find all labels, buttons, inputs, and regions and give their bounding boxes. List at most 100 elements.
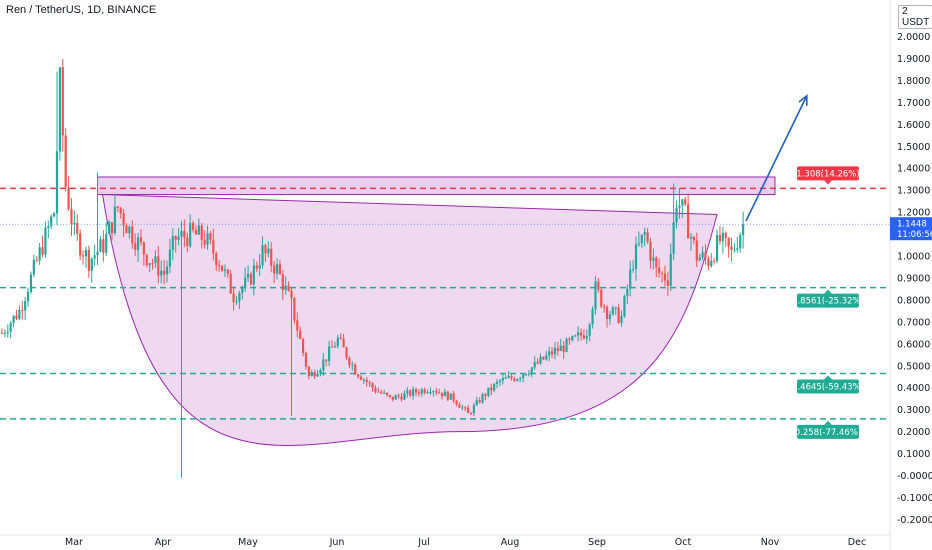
- candle-body: [484, 394, 487, 396]
- candle-body: [261, 245, 264, 266]
- candle-body: [481, 394, 484, 403]
- candle-body: [183, 231, 186, 238]
- support-tag-label: 0.8561(-25.32%): [792, 297, 864, 307]
- currency-badge[interactable]: 2 USDT: [898, 5, 932, 29]
- candle-body: [675, 207, 678, 223]
- candle-body: [70, 208, 73, 224]
- cup-curve: [101, 194, 718, 446]
- candle-body: [707, 258, 710, 267]
- candle-body: [536, 362, 539, 364]
- price-axis-tick-label: 1.3000: [897, 186, 930, 197]
- candle-body: [362, 379, 365, 381]
- support-tag: [797, 379, 859, 394]
- price-axis-tick-label: 0.2000: [897, 427, 930, 438]
- candle-body: [733, 249, 736, 251]
- candle-body: [299, 330, 302, 339]
- current-price-label: 1.1448: [897, 220, 927, 230]
- candle-body: [498, 380, 502, 382]
- candle-body: [163, 270, 166, 275]
- candle-body: [0, 332, 4, 334]
- candle-body: [495, 381, 499, 384]
- candle-body: [157, 256, 160, 276]
- candle-body: [151, 263, 154, 265]
- candle-body: [99, 239, 102, 252]
- candle-body: [715, 235, 719, 262]
- support-tag-label: 0.258(-77.46%): [795, 428, 861, 438]
- candle-body: [21, 309, 24, 311]
- candle-body: [189, 223, 192, 247]
- candle-body: [215, 253, 218, 265]
- candle-body: [475, 400, 478, 406]
- candle-body: [145, 254, 148, 266]
- time-axis-tick-label: Sep: [588, 537, 606, 548]
- resistance-tag: [797, 166, 859, 181]
- candle-body: [119, 207, 122, 214]
- price-axis-tick-label: 0.8000: [897, 295, 930, 306]
- candle-body: [356, 374, 360, 377]
- candle-body: [252, 265, 255, 285]
- candle-body: [67, 187, 70, 209]
- candle-body: [522, 374, 525, 379]
- candle-body: [125, 225, 128, 234]
- candle-body: [287, 285, 290, 291]
- candle-body: [710, 260, 713, 267]
- candle-body: [9, 323, 12, 332]
- candle-body: [209, 233, 212, 240]
- candle-body: [232, 293, 235, 303]
- candle-body: [319, 370, 322, 374]
- candle-body: [501, 378, 504, 381]
- price-axis-tick-label: 0.9000: [897, 273, 930, 284]
- candle-body: [646, 232, 649, 242]
- candle-body: [689, 236, 693, 239]
- candle-body: [122, 213, 125, 226]
- price-axis-tick-label: 1.7000: [897, 98, 930, 109]
- candle-body: [507, 376, 510, 378]
- candle-body: [203, 239, 206, 245]
- candle-body: [487, 387, 490, 396]
- candle-body: [53, 213, 56, 217]
- candle-body: [108, 222, 111, 234]
- candle-body: [417, 392, 420, 394]
- candle-body: [24, 301, 27, 311]
- candle-body: [553, 348, 557, 355]
- candle-body: [571, 336, 574, 341]
- candle-body: [359, 376, 363, 380]
- candle-body: [640, 234, 643, 244]
- candle-body: [582, 335, 585, 339]
- candle-body: [293, 297, 296, 321]
- candle-body: [322, 359, 325, 371]
- currency-prefix: 2: [902, 6, 908, 17]
- candle-body: [12, 315, 15, 324]
- candle-body: [724, 232, 727, 238]
- candle-body: [38, 247, 41, 261]
- candle-body: [84, 249, 88, 257]
- candle-body: [102, 239, 105, 253]
- candle-body: [148, 263, 151, 266]
- candle-body: [623, 296, 626, 317]
- candle-body: [513, 378, 516, 381]
- candle-body: [44, 227, 47, 255]
- candle-body: [594, 281, 597, 310]
- candle-body: [241, 287, 244, 294]
- candle-body: [275, 264, 279, 274]
- countdown-label: 11:06:56: [897, 230, 932, 240]
- candle-body: [701, 252, 704, 258]
- projection-arrow-layer: [745, 94, 808, 222]
- candle-body: [212, 239, 215, 254]
- candle-body: [550, 351, 554, 355]
- candle-body: [637, 243, 640, 245]
- candle-body: [50, 216, 53, 227]
- candle-body: [55, 151, 59, 214]
- candle-body: [548, 351, 551, 356]
- candle-body: [235, 301, 238, 303]
- candle-body: [721, 232, 724, 242]
- candle-body: [218, 264, 221, 266]
- candle-body: [301, 338, 305, 354]
- candle-body: [608, 314, 612, 319]
- candle-body: [313, 372, 316, 377]
- candle-body: [611, 307, 614, 315]
- candle-body: [426, 392, 429, 394]
- time-axis-tick-label: Oct: [675, 537, 692, 548]
